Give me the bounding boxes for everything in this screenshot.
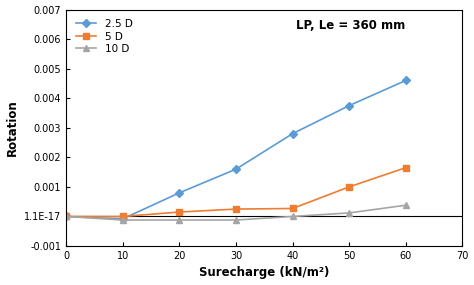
5 D <box>233 207 239 211</box>
2.5 D <box>64 215 69 218</box>
Line: 5 D: 5 D <box>64 165 409 219</box>
2.5 D <box>346 104 352 107</box>
5 D <box>346 185 352 189</box>
10 D <box>403 203 409 207</box>
10 D <box>233 218 239 222</box>
5 D <box>120 215 126 218</box>
Text: LP, Le = 360 mm: LP, Le = 360 mm <box>296 19 405 32</box>
10 D <box>346 211 352 215</box>
2.5 D <box>290 132 295 135</box>
5 D <box>403 166 409 169</box>
2.5 D <box>120 217 126 221</box>
5 D <box>290 207 295 210</box>
5 D <box>176 210 182 214</box>
2.5 D <box>403 79 409 82</box>
10 D <box>120 218 126 222</box>
Legend: 2.5 D, 5 D, 10 D: 2.5 D, 5 D, 10 D <box>72 15 137 58</box>
Line: 2.5 D: 2.5 D <box>64 78 409 222</box>
X-axis label: Surecharge (kN/m²): Surecharge (kN/m²) <box>199 266 329 280</box>
10 D <box>290 215 295 218</box>
2.5 D <box>233 168 239 171</box>
10 D <box>64 215 69 218</box>
10 D <box>176 218 182 222</box>
5 D <box>64 215 69 218</box>
Line: 10 D: 10 D <box>64 202 409 223</box>
2.5 D <box>176 191 182 195</box>
Y-axis label: Rotation: Rotation <box>6 99 18 156</box>
